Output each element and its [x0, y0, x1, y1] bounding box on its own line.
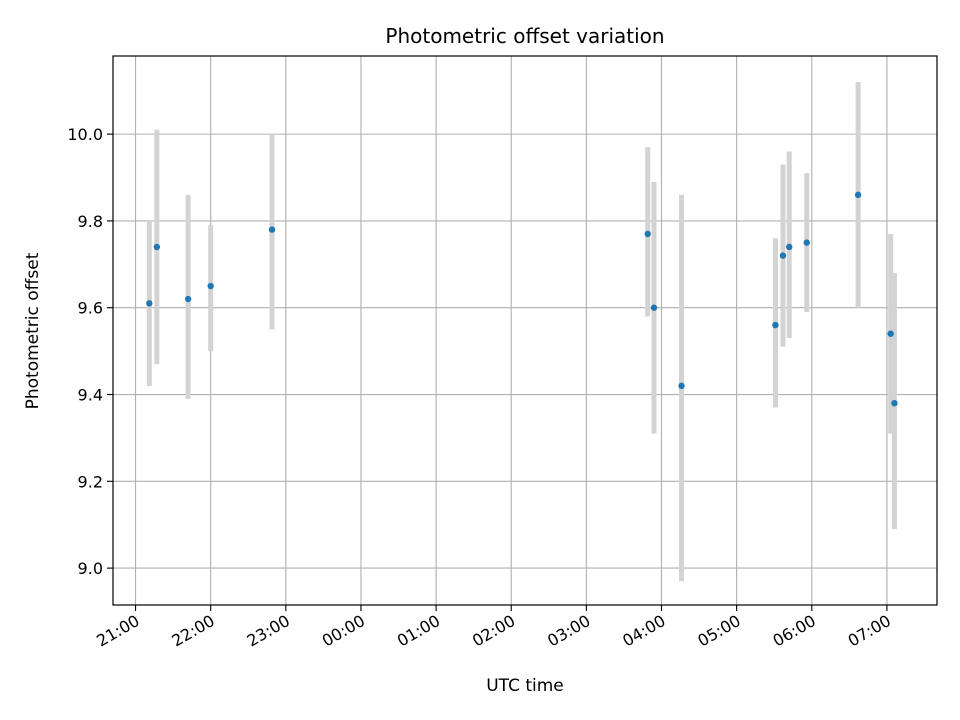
grid: [113, 56, 937, 605]
x-axis-label: UTC time: [486, 676, 564, 696]
chart-title: Photometric offset variation: [385, 24, 664, 48]
data-point: [268, 226, 276, 233]
y-tick-label: 9.6: [78, 299, 103, 318]
y-axis-label: Photometric offset: [23, 252, 43, 409]
data-point: [786, 243, 793, 251]
y-tick-label: 9.0: [78, 559, 103, 578]
plot-area: [113, 56, 937, 605]
plot-frame: [112, 55, 938, 606]
y-tick-label: 9.8: [78, 212, 103, 231]
data-point: [650, 304, 658, 311]
data-point: [146, 300, 153, 307]
y-tick-label: 10.0: [67, 125, 103, 144]
data-point: [779, 252, 787, 259]
data-point: [678, 382, 685, 390]
data-point: [854, 191, 862, 199]
data-point: [887, 330, 894, 337]
data-point: [153, 243, 161, 251]
data-point: [644, 230, 651, 238]
data-point: [207, 282, 214, 290]
data-point: [891, 399, 898, 407]
y-tick-label: 9.4: [78, 386, 103, 405]
y-tick-label: 9.2: [78, 472, 103, 491]
data-point: [772, 321, 779, 329]
data-point: [184, 295, 192, 303]
y-axis-ticks: 9.0 9.2 9.4 9.6 9.8 10.0: [67, 125, 113, 578]
data-points: [146, 191, 898, 407]
data-point: [803, 239, 810, 246]
